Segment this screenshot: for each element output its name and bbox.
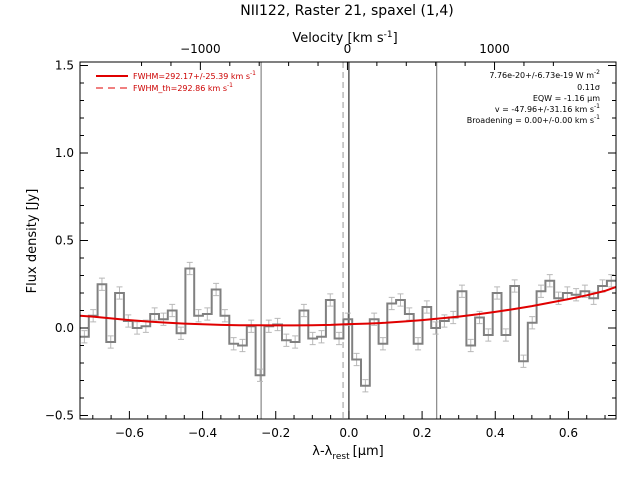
annotation-significance: 0.11σ <box>577 83 600 92</box>
top-axis-label: Velocity [km s-1] <box>292 30 397 46</box>
x-tick-label: −0.2 <box>261 426 290 440</box>
y-tick-label: 0.0 <box>55 321 74 335</box>
annotation-broadening: Broadening = 0.00+/-0.00 km s-1 <box>467 114 600 125</box>
legend-entry-fwhm-th-text: FWHM_th=292.86 km s <box>133 84 227 93</box>
top-tick-label: 0 <box>344 42 352 56</box>
x-tick-label: 0.2 <box>413 426 432 440</box>
x-axis-label-text: λ-λ <box>312 444 332 459</box>
y-axis-label: Flux density [Jy] <box>25 189 40 294</box>
x-tick-label: 0.4 <box>486 426 505 440</box>
top-axis-label-text: Velocity [km s <box>292 31 384 46</box>
top-tick-label: −1000 <box>180 42 221 56</box>
annotation-eqw: EQW = -1.16 μm <box>533 94 600 103</box>
legend-entry-fwhm-th-exp: -1 <box>227 82 233 89</box>
axis-ticks: −0.6 −0.4 −0.2 0.0 0.2 0.4 0.6 −0.5 0.0 0.5 1.0 1.5… <box>45 42 616 440</box>
legend-entry-fwhm-th: FWHM_th=292.86 km s-1 <box>133 82 233 93</box>
top-axis-label-close: ] <box>393 31 398 46</box>
legend-entry-fwhm: FWHM=292.17+/-25.39 km s-1 <box>133 70 256 81</box>
x-tick-label: 0.0 <box>339 426 358 440</box>
reference-lines <box>260 62 438 419</box>
x-tick-label: −0.6 <box>115 426 144 440</box>
annotations: 7.76e-20+/-6.73e-19 W m-2 0.11σ EQW = -1… <box>467 69 600 125</box>
y-tick-label: −0.5 <box>45 409 74 423</box>
legend: FWHM=292.17+/-25.39 km s-1 FWHM_th=292.8… <box>96 70 256 93</box>
legend-entry-fwhm-exp: -1 <box>250 70 256 77</box>
fit-curve <box>80 285 616 327</box>
x-tick-label: 0.6 <box>559 426 578 440</box>
x-axis-label-subscript: rest <box>332 452 350 462</box>
data-step-series <box>80 267 616 387</box>
top-tick-label: 1000 <box>479 42 510 56</box>
y-tick-label: 0.5 <box>55 234 74 248</box>
x-tick-label: −0.4 <box>188 426 217 440</box>
y-tick-label: 1.5 <box>55 59 74 73</box>
annotation-flux: 7.76e-20+/-6.73e-19 W m-2 <box>489 69 600 80</box>
x-axis-label-unit: [μm] <box>353 444 384 459</box>
y-tick-label: 1.0 <box>55 146 74 160</box>
legend-entry-fwhm-text: FWHM=292.17+/-25.39 km s <box>133 72 250 81</box>
top-axis-label-exponent: -1 <box>384 30 393 40</box>
plot-area <box>80 261 616 393</box>
chart-title: NII122, Raster 21, spaxel (1,4) <box>240 3 453 19</box>
annotation-velocity: v = -47.96+/-31.16 km s-1 <box>495 103 600 114</box>
x-axis-label: λ-λrest [μm] <box>312 444 383 462</box>
